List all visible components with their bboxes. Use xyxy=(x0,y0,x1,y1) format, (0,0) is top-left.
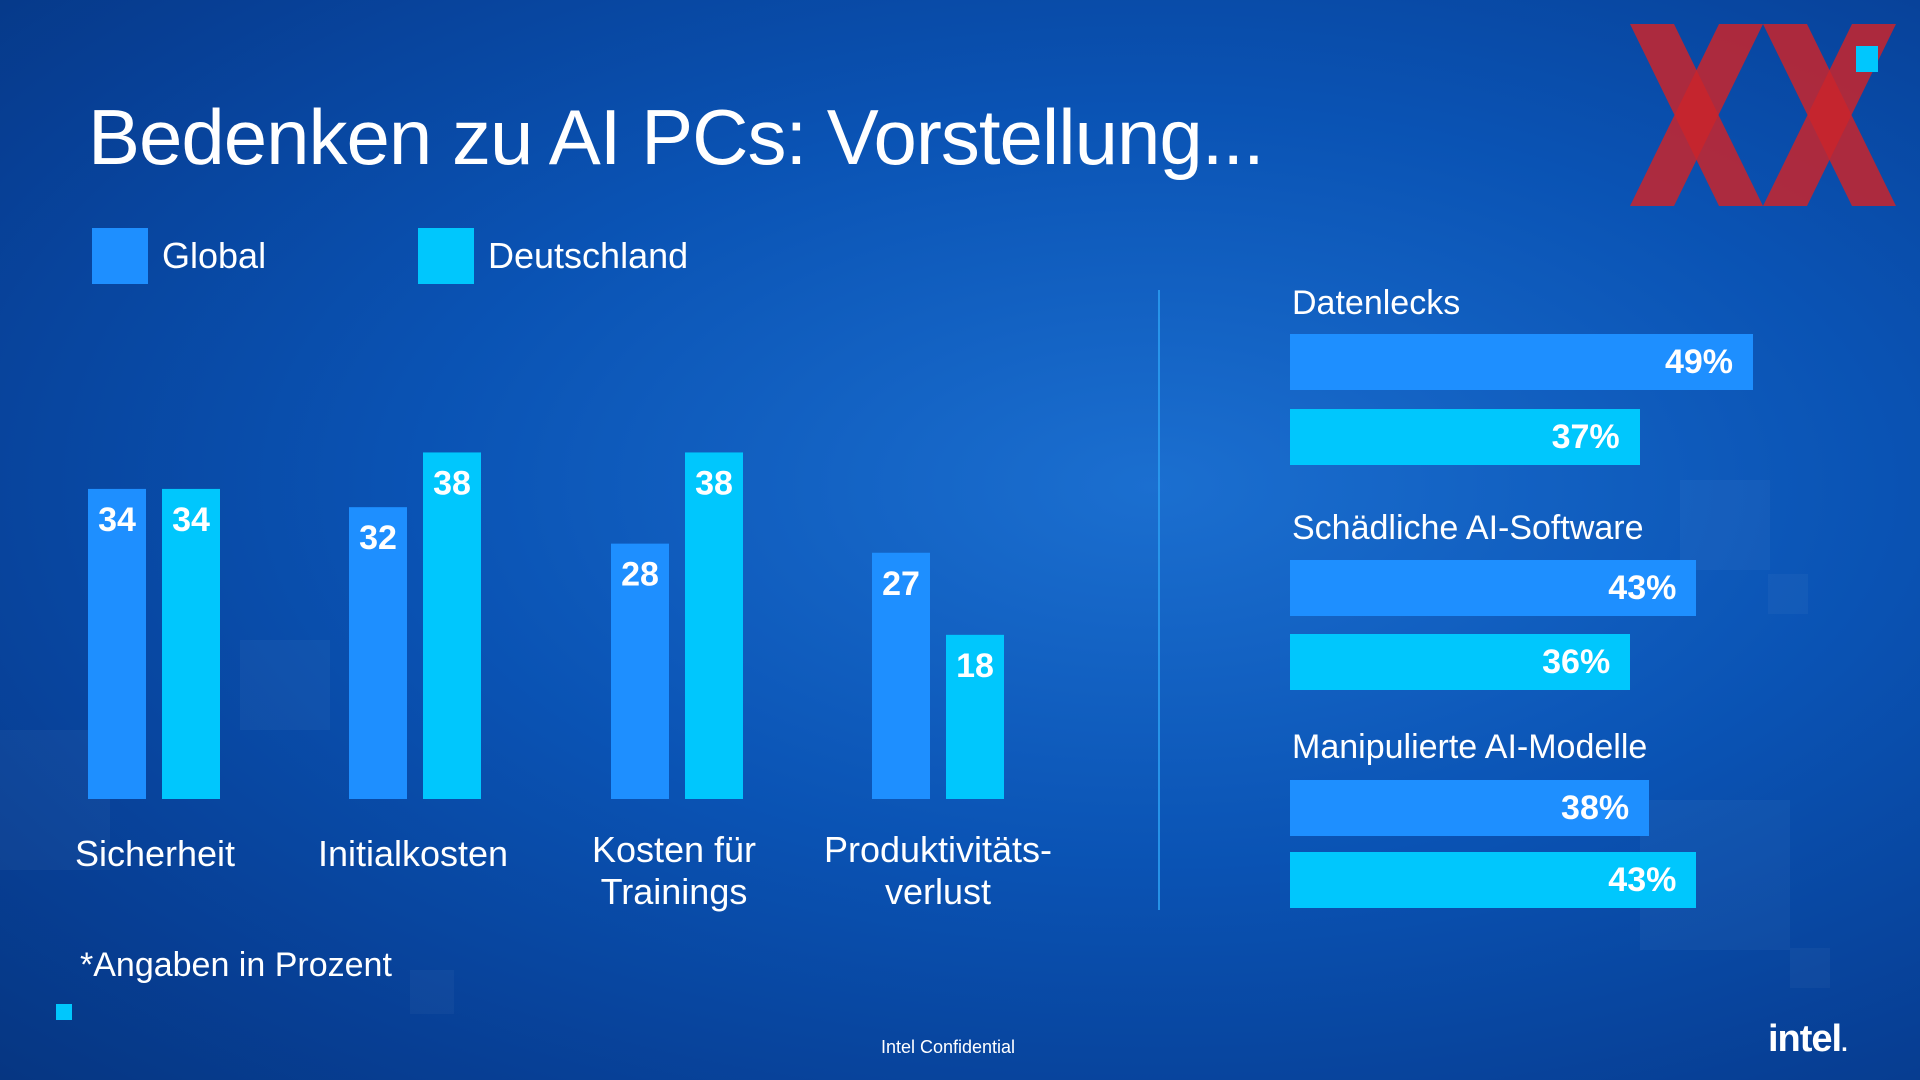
background-square xyxy=(1790,948,1830,988)
intel-logo-dot: . xyxy=(1841,1030,1848,1057)
bar-value-label: 34 xyxy=(98,501,136,539)
bar-value-label: 32 xyxy=(359,519,397,557)
hbar-schaedliche-ai-software-deutschland: 36% xyxy=(1290,634,1631,690)
vertical-bar-chart: 34 34 32 38 28 38 27 18 xyxy=(88,452,1004,799)
bar-value-label: 18 xyxy=(956,647,994,685)
confidential-label: Intel Confidential xyxy=(880,1037,1016,1057)
bar-deutschland-2 xyxy=(423,452,481,799)
legend-item-deutschland: Deutschland xyxy=(418,228,688,284)
group-title-datenlecks: Datenlecks xyxy=(1292,284,1461,322)
bar-global-1 xyxy=(88,488,146,799)
category-label-kosten-fuer-trainings: Kosten für Trainings xyxy=(591,829,757,912)
hbar-manipulierte-ai-modelle-deutschland: 43% xyxy=(1290,852,1697,908)
corner-accent-square xyxy=(1856,46,1878,72)
category-label-sicherheit: Sicherheit xyxy=(74,833,236,874)
bar-global-4 xyxy=(872,552,930,799)
group-title-schaedliche-ai-software: Schädliche AI-Software xyxy=(1292,509,1644,547)
category-label-initialkosten: Initialkosten xyxy=(317,833,509,874)
bar-value-label: 27 xyxy=(882,565,920,603)
bar-deutschland-3 xyxy=(685,452,743,799)
bar-value-label: 28 xyxy=(621,556,659,594)
bar-deutschland-4 xyxy=(946,634,1004,799)
hbar-datenlecks-global: 49% xyxy=(1290,334,1754,390)
bar-value-label: 34 xyxy=(172,501,210,539)
hbar-manipulierte-ai-modelle-global: 38% xyxy=(1290,780,1650,836)
hbar-datenlecks-deutschland: 37% xyxy=(1290,409,1640,465)
intel-logo-text: intel xyxy=(1768,1018,1842,1060)
legend-swatch-deutschland xyxy=(418,228,474,284)
category-label-produktivitaetsverlust: Produktivitäts- verlust xyxy=(823,829,1053,912)
background-square xyxy=(1680,480,1770,570)
bar-value-label: 38 xyxy=(433,464,471,502)
legend-swatch-global xyxy=(92,228,148,284)
bar-global-3 xyxy=(611,543,669,799)
page-title: Bedenken zu AI PCs: Vorstellung... xyxy=(88,93,1265,181)
bar-global-2 xyxy=(349,507,407,799)
legend-item-global: Global xyxy=(92,228,266,284)
legend-label-global: Global xyxy=(162,235,267,276)
footnote: *Angaben in Prozent xyxy=(80,946,392,984)
hbar-schaedliche-ai-software-global: 43% xyxy=(1290,560,1697,616)
chart-divider xyxy=(1158,290,1160,910)
bar-value-label: 38 xyxy=(695,464,733,502)
intel-logo: intel. xyxy=(1768,1018,1848,1061)
legend-label-deutschland: Deutschland xyxy=(488,235,689,276)
background-square xyxy=(1768,574,1808,614)
accent-square xyxy=(56,1004,72,1020)
bar-deutschland-1 xyxy=(162,488,220,799)
group-title-manipulierte-ai-modelle: Manipulierte AI-Modelle xyxy=(1292,728,1648,766)
